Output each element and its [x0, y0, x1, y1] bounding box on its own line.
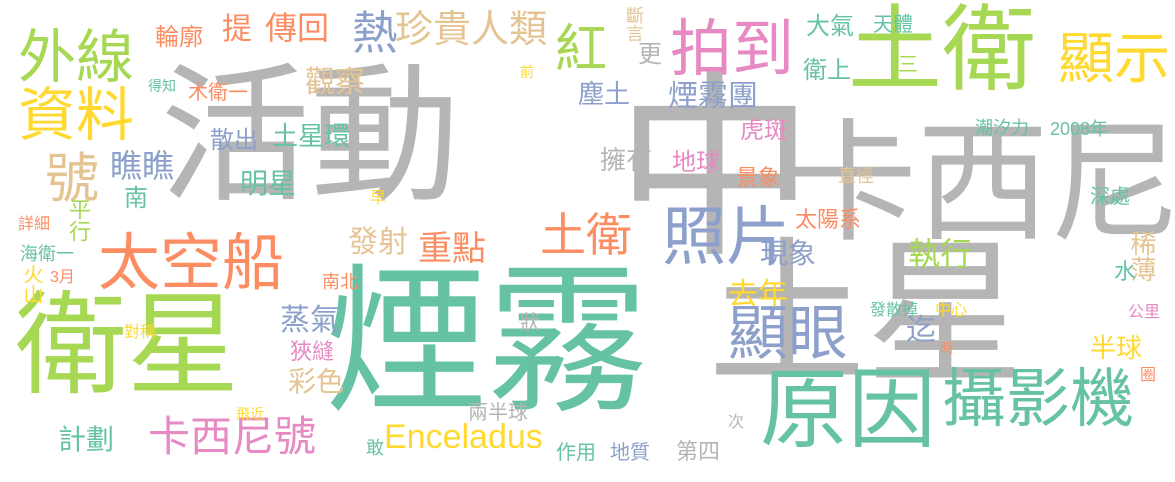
word-last-year: 去年	[728, 277, 788, 312]
word-launch: 發射	[348, 225, 408, 260]
word-time: 時	[940, 341, 954, 357]
word-three: 三	[898, 52, 918, 76]
word-precious-humanity: 珍貴人類	[395, 7, 548, 51]
word-march: 3月	[50, 269, 75, 286]
word-smog-cloud: 煙霧團	[668, 79, 758, 114]
word-tidal-force: 潮汐力	[975, 118, 1029, 139]
word-activity: 活動	[160, 50, 461, 224]
word-circle: 圈	[1137, 366, 1156, 382]
word-conspicuous: 顯眼	[728, 299, 848, 369]
word-mention: 提	[222, 12, 252, 47]
word-both-hemispheres: 兩半球	[468, 400, 528, 424]
word-saturn: 土星	[708, 223, 1024, 407]
word-execute: 執行	[908, 235, 973, 273]
word-heat: 熱	[352, 6, 398, 60]
word-cause: 原因	[760, 358, 937, 461]
word-parallel: 平行	[65, 198, 90, 242]
word-cassini: 卡西尼	[785, 107, 1175, 261]
word-star: 明星	[240, 167, 297, 200]
word-color: 彩色	[288, 365, 345, 398]
word-times: 次	[728, 412, 745, 431]
word-geology: 地質	[610, 440, 650, 464]
word-until: 迄	[906, 313, 936, 348]
word-atmosphere: 大氣	[806, 12, 854, 40]
word-early: 早	[370, 188, 387, 207]
word-triton: 海衛一	[20, 244, 74, 265]
word-camera: 攝影機	[942, 363, 1134, 437]
word-satellite: 衛星	[15, 281, 239, 411]
word-emit: 散出	[210, 126, 258, 154]
word-saturn-ring: 土星環	[272, 122, 351, 152]
word-symmetry: 對稱	[124, 322, 157, 341]
word-return: 傳回	[265, 9, 330, 47]
word-water: 水	[1114, 260, 1137, 285]
word-take-a-look: 瞧瞧	[110, 147, 175, 185]
word-narrow-slit: 狹縫	[290, 340, 335, 365]
word-shape: 狀	[520, 310, 540, 334]
word-on-moon: 衛上	[803, 56, 851, 84]
word-effect: 作用	[556, 440, 596, 464]
word-photo: 照片	[662, 201, 790, 275]
word-before: 前	[520, 65, 534, 81]
word-dust: 塵土	[578, 80, 631, 110]
word-north-south: 南北	[322, 272, 358, 293]
word-diameter: 直徑	[838, 166, 874, 187]
word-hemisphere: 半球	[1090, 334, 1143, 364]
word-more: 更	[638, 40, 662, 68]
word-data: 資料	[18, 81, 135, 149]
word-learn: 得知	[148, 79, 176, 95]
word-enceladus: Enceladus	[384, 418, 543, 456]
word-io: 木衛一	[188, 80, 248, 104]
word-depths: 深處	[1090, 184, 1130, 208]
word-vapor: 蒸氣	[280, 303, 340, 338]
word-thin: 稀薄	[1126, 230, 1156, 282]
word-earth: 地球	[672, 148, 720, 176]
word-center: 中心	[935, 300, 968, 319]
word-assert: 斷言	[623, 6, 644, 42]
word-celestial-body: 天體	[873, 12, 913, 36]
word-solar-system: 太陽系	[795, 208, 862, 233]
word-outline: 輪廓	[155, 23, 203, 51]
word-saturn-moon: 土衛	[848, 0, 1037, 105]
word-red: 紅	[555, 20, 608, 80]
word-key-point: 重點	[418, 229, 486, 269]
word-year-2008: 2008年	[1050, 119, 1109, 139]
word-cassini-probe: 卡西尼號	[148, 412, 317, 461]
word-possess: 擁有	[600, 146, 653, 176]
word-saturn-moon-small: 土衛	[540, 208, 632, 262]
word-plan: 計劃	[58, 423, 115, 456]
word-south: 南	[124, 184, 148, 212]
word-kilometer: 公里	[1128, 302, 1161, 321]
word-fourth: 第四	[676, 440, 721, 465]
word-detailed: 詳細	[18, 214, 51, 233]
word-captured: 拍到	[670, 12, 795, 85]
word-scene: 景象	[736, 166, 781, 191]
word-middle: 中	[615, 53, 816, 286]
word-phenomenon: 現象	[760, 237, 817, 270]
word-dare: 敢	[366, 438, 384, 459]
word-volcano: 火山	[20, 264, 44, 304]
word-number: 號	[45, 147, 99, 210]
word-tiger-stripe: 虎斑	[740, 116, 788, 144]
word-dissipate: 發散掉	[870, 300, 919, 319]
word-fly-near: 飛近	[236, 407, 264, 423]
word-ray: 外線	[18, 23, 135, 91]
word-smog: 煙霧	[325, 249, 649, 437]
word-observe: 觀察	[305, 65, 365, 100]
word-display: 顯示	[1058, 27, 1170, 92]
word-spacecraft: 太空船	[98, 226, 285, 299]
